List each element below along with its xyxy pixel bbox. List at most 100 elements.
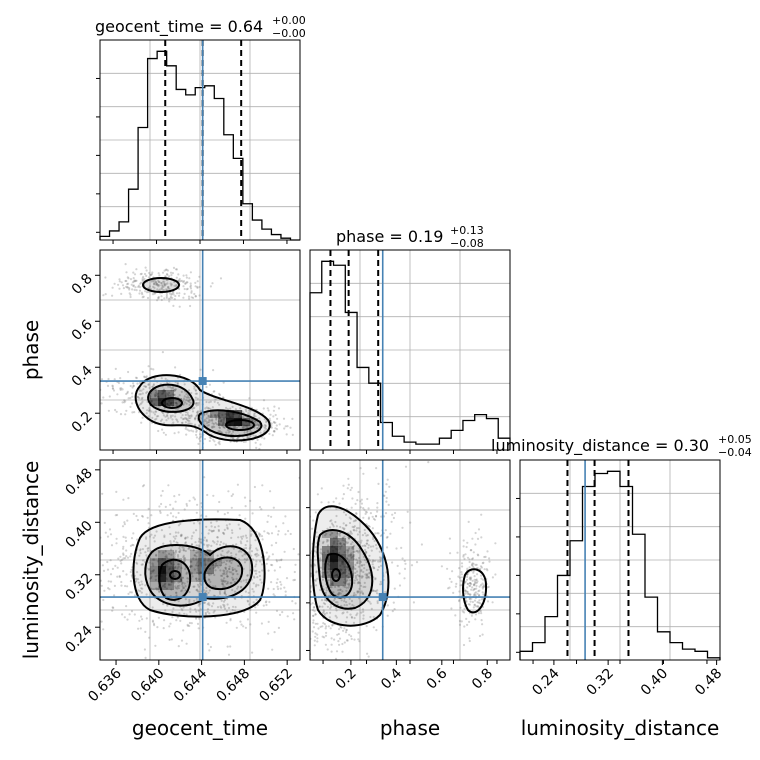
geocent-phase-sample-point xyxy=(135,289,138,292)
phase-lumdist-sample-point xyxy=(349,613,352,616)
phase-lumdist-sample-point xyxy=(360,502,363,505)
geocent-lumdist-sample-point xyxy=(226,603,229,606)
geocent-lumdist-sample-point xyxy=(236,587,239,590)
geocent-phase-sample-point xyxy=(138,292,141,295)
geocent-phase-sample-point xyxy=(218,426,221,430)
phase-lumdist-sample-point xyxy=(346,487,349,490)
geocent-lumdist-sample-point xyxy=(192,531,195,534)
phase-lumdist-sample-point xyxy=(289,606,291,608)
geocent-lumdist-sample-point xyxy=(156,587,160,590)
phase-lumdist-sample-point xyxy=(342,484,345,487)
geocent-phase-sample-point xyxy=(174,415,177,418)
phase-lumdist-sample-point xyxy=(458,567,461,570)
phase-lumdist-sample-point xyxy=(306,567,308,569)
phase-lumdist-sample-point xyxy=(427,461,430,464)
phase-lumdist-sample-point xyxy=(347,586,350,589)
phase-lumdist-sample-point xyxy=(333,638,336,641)
geocent-phase-sample-point xyxy=(267,409,270,412)
geocent-lumdist-sample-point xyxy=(125,573,128,576)
phase-lumdist-sample-point xyxy=(363,567,366,570)
geocent-phase-sample-point xyxy=(170,389,173,392)
geocent-phase-sample-point xyxy=(212,425,215,428)
geocent-lumdist-sample-point xyxy=(176,554,180,557)
geocent-phase-sample-point xyxy=(192,430,195,433)
geocent-phase-sample-point xyxy=(167,394,170,397)
phase-lumdist-sample-point xyxy=(358,549,361,553)
geocent-phase-sample-point xyxy=(150,410,153,413)
phase-lumdist-sample-point xyxy=(396,564,399,568)
phase-lumdist-sample-point xyxy=(343,543,346,547)
geocent-lumdist-sample-point xyxy=(190,564,193,568)
phase-lumdist-sample-point xyxy=(292,603,294,605)
geocent-lumdist-sample-point xyxy=(172,607,175,610)
geocent-lumdist-sample-point xyxy=(190,543,194,546)
phase-lumdist-sample-point xyxy=(345,604,348,607)
phase-lumdist-sample-point xyxy=(342,571,345,574)
geocent-phase-sample-point xyxy=(111,387,115,390)
phase-lumdist-sample-point xyxy=(343,600,346,603)
phase-lumdist-sample-point xyxy=(334,601,338,604)
phase-lumdist-sample-point xyxy=(466,592,469,595)
phase-lumdist-sample-point xyxy=(349,555,352,558)
phase-lumdist-sample-point xyxy=(339,592,342,595)
phase-lumdist-sample-point xyxy=(470,576,473,579)
phase-lumdist-sample-point xyxy=(310,574,313,577)
phase-lumdist-sample-point xyxy=(471,579,474,582)
geocent-lumdist-sample-point xyxy=(181,581,184,584)
phase-lumdist-sample-point xyxy=(352,557,355,561)
phase-lumdist-sample-point xyxy=(341,590,344,593)
geocent-lumdist-sample-point xyxy=(185,613,188,616)
geocent-phase-sample-point xyxy=(195,436,198,439)
lumdist-hist-x-tick-label: 0.40 xyxy=(638,666,671,699)
phase-lumdist-sample-point xyxy=(365,539,369,542)
geocent-lumdist-sample-point xyxy=(132,512,135,516)
geocent-phase-sample-point xyxy=(242,426,245,429)
geocent-lumdist-sample-point xyxy=(192,549,195,552)
phase-lumdist-sample-point xyxy=(347,477,350,480)
phase-lumdist-sample-point xyxy=(337,593,340,596)
phase-lumdist-sample-point xyxy=(296,506,298,508)
geocent-lumdist-sample-point xyxy=(249,499,252,502)
geocent-lumdist-sample-point xyxy=(109,533,113,536)
phase-lumdist-sample-point xyxy=(456,551,459,554)
geocent-lumdist-sample-point xyxy=(169,540,172,543)
geocent-lumdist-sample-point xyxy=(103,521,106,525)
phase-lumdist-sample-point xyxy=(467,592,470,596)
geocent-lumdist-sample-point xyxy=(258,533,261,536)
phase-lumdist-sample-point xyxy=(468,582,471,585)
geocent-lumdist-sample-point xyxy=(154,587,157,590)
geocent-phase-sample-point xyxy=(168,287,171,290)
phase-lumdist-sample-point xyxy=(475,605,478,608)
phase-lumdist-sample-point xyxy=(360,576,363,579)
geocent-phase-sample-point xyxy=(246,435,249,438)
phase-lumdist-sample-point xyxy=(313,578,316,582)
geocent-lumdist-sample-point xyxy=(167,484,170,487)
phase-lumdist-sample-point xyxy=(321,578,325,581)
geocent-phase-sample-point xyxy=(186,396,189,399)
geocent-lumdist-sample-point xyxy=(189,548,192,551)
geocent-phase-sample-point xyxy=(111,385,114,388)
geocent-lumdist-sample-point xyxy=(221,561,224,564)
phase-lumdist-sample-point xyxy=(466,590,469,593)
geocent-phase-sample-point xyxy=(179,279,182,283)
geocent-lumdist-sample-point xyxy=(206,545,209,548)
geocent-phase-sample-point xyxy=(125,246,127,248)
geocent-phase-sample-point xyxy=(213,440,216,443)
phase-lumdist-sample-point xyxy=(471,558,474,561)
phase-lumdist-sample-point xyxy=(373,518,377,521)
geocent-lumdist-y-tick-label: 0.24 xyxy=(62,623,95,656)
geocent-phase-sample-point xyxy=(214,415,217,418)
geocent-lumdist-truth-marker xyxy=(198,593,207,602)
geocent-lumdist-sample-point xyxy=(164,582,167,585)
phase-lumdist-sample-point xyxy=(322,610,325,613)
phase-lumdist-sample-point xyxy=(487,585,490,589)
phase-lumdist-sample-point xyxy=(269,550,271,552)
geocent-phase-sample-point xyxy=(170,293,173,296)
phase-lumdist-sample-point xyxy=(312,609,315,612)
geocent-lumdist-sample-point xyxy=(127,592,130,596)
geocent-phase-sample-point xyxy=(164,377,167,380)
geocent-lumdist-sample-point xyxy=(260,622,263,625)
geocent-phase-sample-point xyxy=(199,368,202,371)
phase-lumdist-sample-point xyxy=(329,663,331,665)
phase-lumdist-sample-point xyxy=(365,574,368,577)
